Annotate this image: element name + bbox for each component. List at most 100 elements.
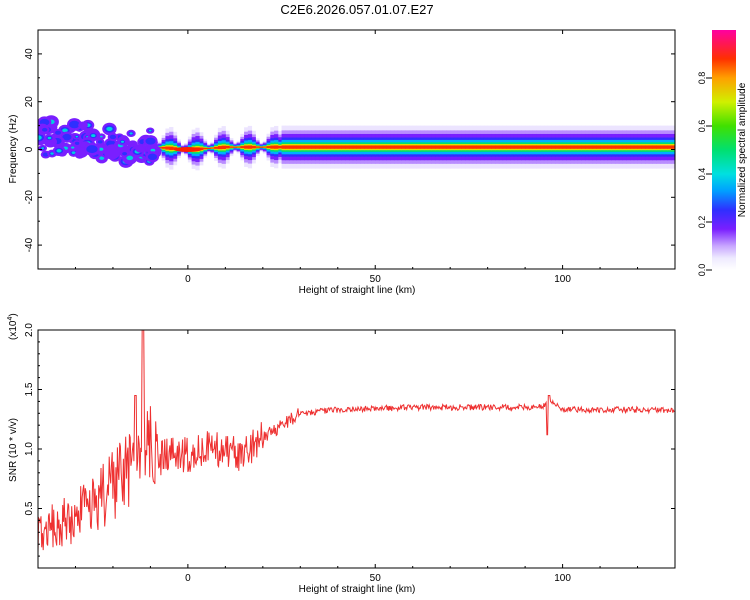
spectrogram-blob-peak — [99, 156, 105, 160]
spectrogram-y-tick-label: -20 — [24, 190, 35, 205]
spectrogram-band-cell — [262, 146, 268, 148]
spectrogram-band-cell — [660, 145, 665, 149]
spectrogram-blob-peak — [75, 135, 79, 138]
spectrogram-blob-peak — [71, 146, 75, 149]
spectrogram-y-tick-label: -40 — [24, 237, 35, 252]
spectrogram-band-cell — [618, 145, 624, 149]
spectrogram-band-cell — [603, 145, 609, 149]
spectrogram-band-cell — [360, 145, 365, 149]
spectrogram-band-cell — [349, 145, 354, 149]
spectrogram-blob-core — [62, 133, 72, 141]
spectrogram-band-cell — [334, 145, 339, 149]
spectrogram-blob-core — [145, 137, 156, 145]
spectrogram-band-cell — [585, 145, 590, 149]
spectrogram-band-cell — [352, 145, 357, 149]
spectrogram-band-cell — [165, 146, 170, 150]
spectrogram-band-cell — [446, 145, 451, 149]
snr-y-tick-label: 1.0 — [24, 442, 35, 456]
spectrogram-band-cell — [217, 146, 223, 150]
spectrogram-band-cell — [363, 145, 369, 149]
spectrogram-band-cell — [221, 145, 226, 150]
spectrogram-band-cell — [671, 145, 675, 149]
spectrogram-band-cell — [431, 145, 436, 149]
spectrogram-band-cell — [611, 145, 616, 149]
spectrogram-band-cell — [656, 145, 661, 149]
snr-y-tick-label: 2.0 — [24, 323, 35, 337]
spectrogram-band-cell — [259, 146, 264, 148]
spectrogram-band-cell — [457, 145, 462, 149]
spectrogram-y-tick-label: 0 — [24, 146, 35, 152]
spectrogram-band-cell — [255, 146, 260, 148]
spectrogram-band-cell — [652, 145, 657, 149]
spectrogram-blob-peak — [150, 148, 156, 152]
spectrogram-blob-peak — [41, 147, 45, 150]
spectrogram-band-cell — [427, 145, 432, 149]
spectrogram-band-cell — [300, 145, 305, 149]
spectrogram-band-cell — [521, 145, 526, 149]
snr-panel: 0 50 100 0.5 1.0 1.5 2.0 Height of straight li… — [7, 313, 676, 595]
spectrogram-band-cell — [356, 145, 361, 149]
colorbar-tick-label: 0.0 — [697, 264, 707, 277]
spectrogram-band-cell — [240, 146, 245, 149]
spectrogram-band-cell — [345, 145, 350, 149]
spectrogram-band-cell — [543, 145, 549, 149]
spectrogram-band-cell — [337, 145, 343, 149]
spectrogram-band-cell — [483, 145, 489, 149]
spectrogram-band-cell — [330, 145, 335, 149]
spectrogram-band-cell — [637, 145, 642, 149]
spectrogram-band-cell — [667, 145, 672, 149]
spectrogram-band-cell — [367, 145, 372, 149]
spectrogram-y-tick-label: 40 — [24, 48, 35, 60]
snr-x-tick-label: 100 — [554, 573, 571, 584]
spectrogram-band-cell — [412, 145, 417, 149]
spectrogram-band-cell — [480, 145, 485, 149]
spectrogram-blob-core — [68, 120, 80, 129]
spectrogram-band-cell — [622, 145, 627, 149]
spectrogram-blob-peak — [50, 152, 54, 155]
spectrogram-band-cell — [438, 145, 444, 149]
spectrogram-blob-peak — [129, 132, 133, 135]
spectrogram-band-cell — [157, 147, 163, 149]
colorbar-tick-label: 0.8 — [697, 72, 707, 85]
spectrogram-x-label: Height of straight line (km) — [299, 285, 416, 296]
spectrogram-band-cell — [600, 145, 605, 149]
colorbar-tick-label: 0.2 — [697, 216, 707, 229]
chart-title: C2E6.2026.057.01.07.E27 — [280, 2, 433, 17]
spectrogram-band-cell — [525, 145, 530, 149]
snr-series-line — [38, 330, 675, 553]
spectrogram-band-cell — [577, 145, 582, 149]
spectrogram-band-cell — [513, 145, 519, 149]
colorbar-tick-label: 0.6 — [697, 120, 707, 133]
spectrogram-band-cell — [498, 145, 504, 149]
spectrogram-band-cell — [371, 145, 376, 149]
spectrogram-band-cell — [472, 145, 477, 149]
spectrogram-band-cell — [551, 145, 556, 149]
spectrogram-band-cell — [232, 146, 238, 148]
spectrogram-band-cell — [536, 145, 541, 149]
snr-x-tick-label: 0 — [185, 573, 191, 584]
spectrogram-band-cell — [270, 145, 275, 149]
spectrogram-blob-peak — [62, 128, 68, 133]
colorbar: 0.0 0.2 0.4 0.6 0.8 Normalized spectral ampl… — [697, 30, 748, 276]
spectrogram-blob-peak — [106, 126, 113, 132]
spectrogram-band-cell — [510, 145, 515, 149]
spectrogram-blob-peak — [56, 149, 62, 153]
spectrogram-band-cell — [304, 145, 309, 149]
spectrogram-band-cell — [236, 146, 241, 148]
colorbar-ticks: 0.0 0.2 0.4 0.6 0.8 — [697, 72, 712, 277]
spectrogram-band-cell — [442, 145, 447, 149]
snr-multiplier: (x104) — [7, 313, 19, 340]
spectrogram-blob-peak — [71, 151, 76, 154]
spectrogram-band-cell — [420, 145, 425, 149]
spectrogram-band-cell — [390, 145, 395, 149]
spectrogram-band-cell — [607, 145, 612, 149]
snr-y-tick-label: 0.5 — [24, 501, 35, 515]
spectrogram-band-cell — [435, 145, 440, 149]
spectrogram-blob-peak — [98, 147, 104, 151]
spectrogram-blob-peak — [120, 140, 125, 143]
spectrogram-heatmap — [38, 115, 675, 171]
spectrogram-band-cell — [573, 145, 579, 149]
spectrogram-band-cell — [506, 145, 511, 149]
spectrogram-band-cell — [491, 145, 496, 149]
